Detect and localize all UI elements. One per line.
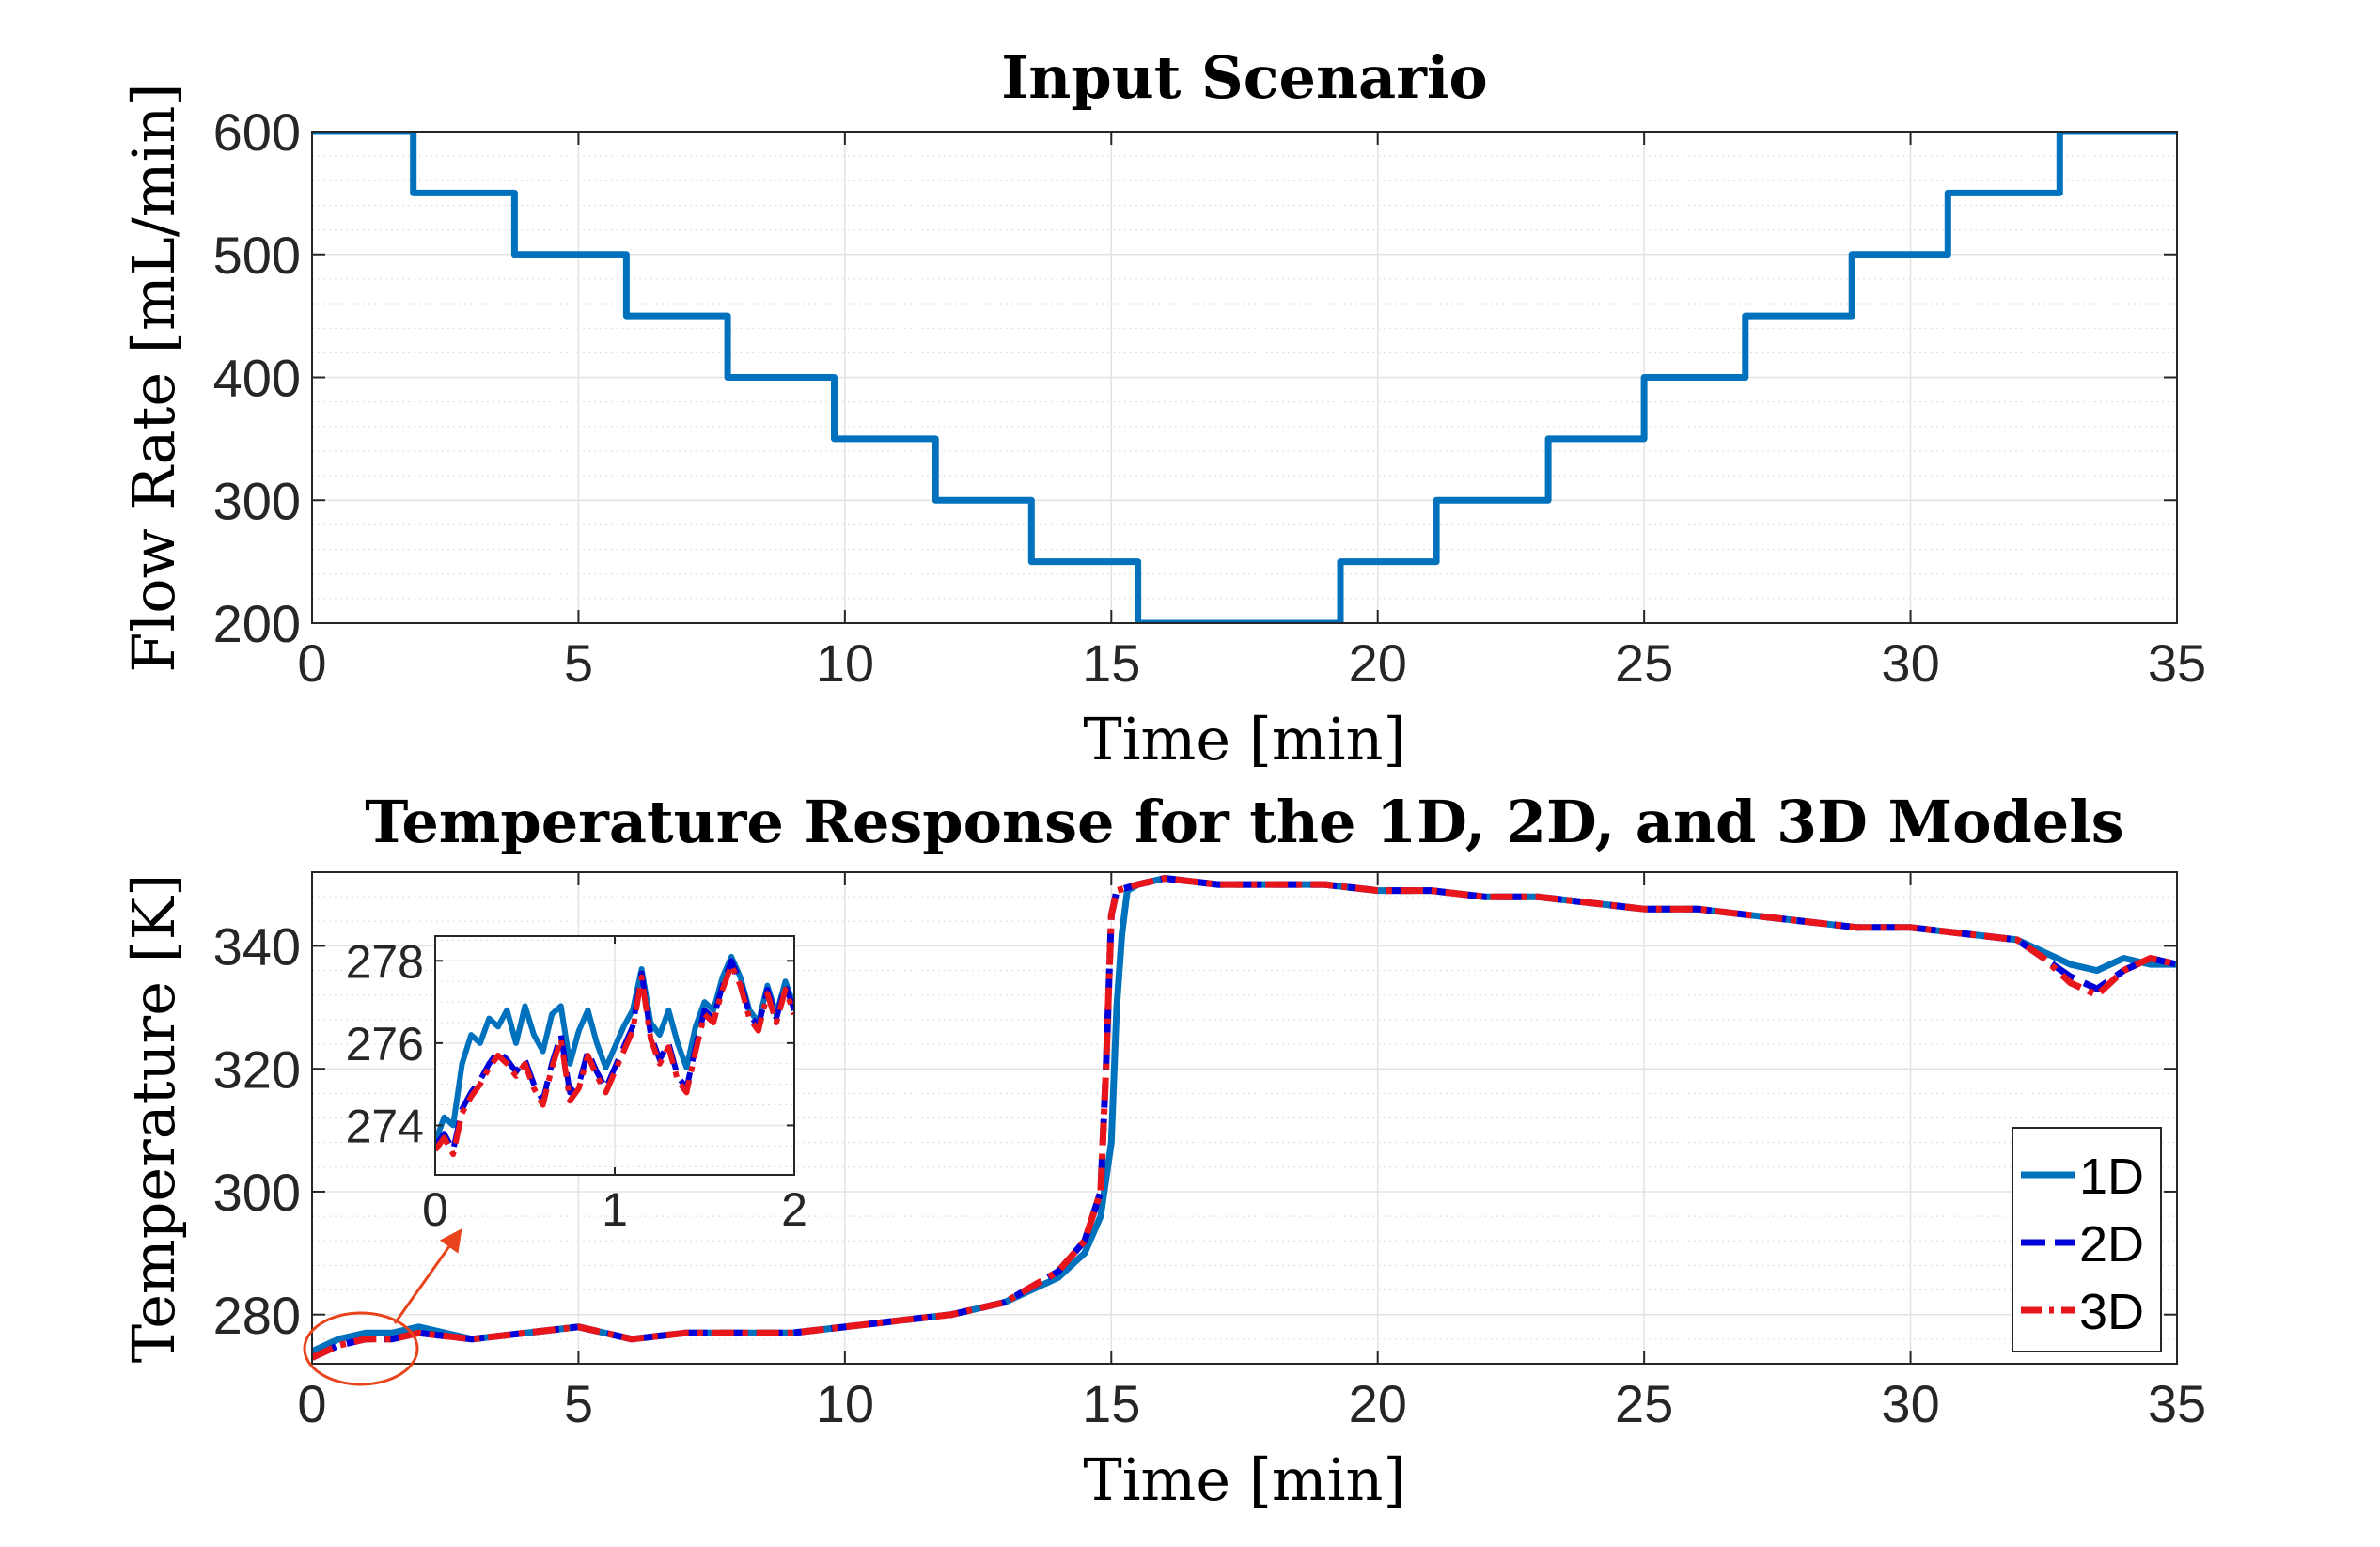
inset-x-ticks: 0 1 2 [422,936,807,1236]
y-tick-label: 278 [346,935,424,988]
y-tick-label: 600 [213,102,301,162]
x-tick-label: 15 [1082,1374,1140,1433]
flow-y-ticks: 200 300 400 500 600 [213,102,2177,653]
temperature-chart-title: Temperature Response for the 1D, 2D, and… [365,788,2123,856]
x-tick-label: 25 [1615,633,1673,693]
x-tick-label: 35 [2148,1374,2206,1433]
flow-rate-chart: Input Scenario 0 5 10 15 20 25 30 35 200 300 400 5… [119,43,2206,774]
series-line-3d [435,961,794,1158]
y-tick-label: 300 [213,471,301,530]
temperature-series [312,875,2177,1361]
inset-y-ticks: 274 276 278 [346,935,794,1152]
y-tick-label: 500 [213,226,301,285]
y-tick-label: 276 [346,1018,424,1070]
zoom-region-highlight [303,1311,419,1386]
x-tick-label: 15 [1082,633,1140,693]
x-tick-label: 20 [1349,1374,1407,1433]
flow-chart-title: Input Scenario [1001,43,1488,112]
x-tick-label: 30 [1881,633,1939,693]
x-tick-label: 10 [816,633,874,693]
x-tick-label: 2 [781,1183,807,1236]
y-tick-label: 340 [213,917,301,977]
temperature-y-ticks: 280 300 320 340 [213,917,2177,1345]
y-tick-label: 200 [213,594,301,653]
x-tick-label: 5 [564,633,593,693]
x-tick-label: 0 [422,1183,448,1236]
legend-label-1d: 1D [2079,1149,2144,1205]
y-tick-label: 280 [213,1286,301,1345]
flow-x-ticks: 0 5 10 15 20 25 30 35 [297,132,2206,693]
x-tick-label: 35 [2148,633,2206,693]
flow-series [312,132,2177,623]
inset-series [435,953,794,1158]
temperature-axes-box [311,871,2178,1365]
legend-label-2d: 2D [2079,1216,2144,1273]
zoom-arrow [393,1228,462,1324]
temperature-x-axis-label: Time [min] [1083,1445,1405,1514]
y-tick-label: 300 [213,1163,301,1222]
flow-y-axis-label: Flow Rate [mL/min] [119,83,188,672]
temperature-legend: 1D 2D 3D [2012,1127,2162,1352]
x-tick-label: 0 [297,633,326,693]
x-tick-label: 20 [1349,633,1407,693]
x-tick-label: 10 [816,1374,874,1433]
series-line-flow-rate [312,132,2177,623]
legend-label-3d: 3D [2079,1284,2144,1340]
y-tick-label: 320 [213,1039,301,1099]
x-tick-label: 1 [602,1183,628,1236]
temperature-y-axis-label: Temperature [K] [119,874,188,1364]
temperature-x-ticks: 0 5 10 15 20 25 30 35 [297,872,2206,1433]
temperature-chart: Temperature Response for the 1D, 2D, and… [119,788,2206,1514]
temperature-inset: 0 1 2 274 276 278 [346,935,807,1236]
y-tick-label: 400 [213,349,301,408]
y-tick-label: 274 [346,1100,424,1152]
x-tick-label: 25 [1615,1374,1673,1433]
x-tick-label: 5 [564,1374,593,1433]
flow-x-axis-label: Time [min] [1083,705,1405,774]
series-line-3d [312,875,2177,1361]
x-tick-label: 30 [1881,1374,1939,1433]
x-tick-label: 0 [297,1374,326,1433]
